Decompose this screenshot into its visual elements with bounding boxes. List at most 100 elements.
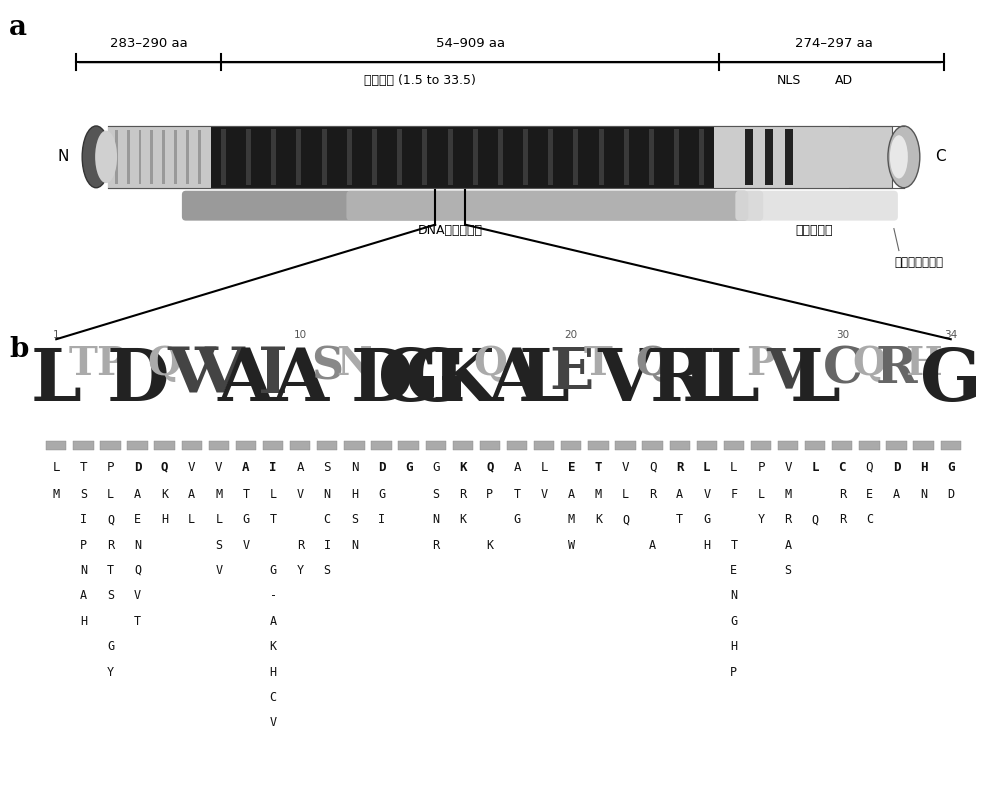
Text: L: L	[31, 345, 82, 416]
Text: I: I	[378, 513, 385, 526]
Text: L: L	[188, 513, 195, 526]
Bar	[211, 126, 714, 188]
Text: T: T	[242, 487, 250, 500]
Text: 283–290 aa: 283–290 aa	[110, 37, 188, 50]
Text: C: C	[324, 513, 331, 526]
Text: T: T	[730, 539, 737, 551]
Text: N: N	[351, 461, 358, 474]
Text: P: P	[486, 487, 493, 500]
Text: E: E	[549, 345, 593, 401]
Bar	[139, 130, 141, 184]
Ellipse shape	[888, 126, 920, 188]
Text: G: G	[378, 345, 439, 416]
Text: P: P	[96, 345, 125, 384]
Text: E: E	[866, 487, 873, 500]
Text: T: T	[513, 487, 521, 500]
Text: H: H	[270, 666, 277, 679]
Text: G: G	[378, 487, 385, 500]
Text: A: A	[242, 461, 250, 474]
Text: a: a	[9, 15, 27, 41]
Text: S: S	[351, 513, 358, 526]
Text: I: I	[80, 513, 87, 526]
Text: G: G	[432, 461, 439, 474]
Bar	[599, 129, 604, 185]
Bar	[127, 130, 130, 184]
Bar	[941, 441, 961, 450]
Bar	[182, 441, 202, 450]
Text: V: V	[194, 345, 244, 406]
Text: L: L	[708, 345, 759, 416]
Bar	[198, 130, 201, 184]
Bar	[751, 441, 771, 450]
Text: S: S	[107, 590, 114, 603]
Bar	[296, 129, 301, 185]
Bar	[372, 129, 377, 185]
Bar	[859, 441, 880, 450]
Text: V: V	[188, 461, 196, 474]
Text: K: K	[161, 487, 168, 500]
Text: Q: Q	[134, 564, 141, 577]
Bar	[317, 441, 337, 450]
Text: DNA结合结构域: DNA结合结构域	[418, 224, 483, 237]
Text: L: L	[519, 345, 570, 416]
Text: H: H	[703, 539, 710, 551]
Bar	[127, 441, 148, 450]
Bar	[100, 441, 121, 450]
Text: G: G	[920, 345, 982, 416]
Text: V: V	[784, 461, 792, 474]
Bar	[371, 441, 392, 450]
Text: C: C	[839, 461, 846, 474]
Text: D: D	[350, 345, 413, 416]
Bar	[785, 129, 793, 185]
Text: 1: 1	[53, 330, 60, 341]
Text: Q: Q	[161, 461, 168, 474]
Text: I: I	[324, 539, 331, 551]
Text: 20: 20	[565, 330, 578, 341]
Text: P: P	[746, 345, 776, 384]
Bar	[448, 129, 453, 185]
Text: AD: AD	[835, 74, 853, 87]
Text: R: R	[785, 513, 792, 526]
Text: M: M	[53, 487, 60, 500]
Text: b: b	[9, 337, 29, 363]
Text: M: M	[785, 487, 792, 500]
Text: C: C	[270, 691, 277, 704]
Bar	[913, 441, 934, 450]
Text: G: G	[405, 461, 412, 474]
Text: V: V	[297, 487, 304, 500]
Text: G: G	[405, 345, 467, 416]
Bar	[642, 441, 663, 450]
Text: D: D	[378, 461, 385, 474]
Text: H: H	[920, 461, 927, 474]
Text: A: A	[489, 345, 545, 416]
Bar	[426, 441, 446, 450]
FancyBboxPatch shape	[735, 191, 898, 221]
Bar	[534, 441, 554, 450]
Text: F: F	[730, 487, 737, 500]
Bar	[573, 129, 578, 185]
Text: Q: Q	[636, 345, 669, 384]
Text: L: L	[270, 487, 277, 500]
Text: S: S	[432, 487, 439, 500]
Bar	[523, 129, 528, 185]
Text: 34: 34	[944, 330, 957, 341]
Text: G: G	[730, 615, 737, 628]
Bar	[805, 441, 825, 450]
Text: G: G	[513, 513, 521, 526]
Bar	[398, 441, 419, 450]
Bar	[397, 129, 402, 185]
Text: L: L	[107, 487, 114, 500]
Text: N: N	[351, 539, 358, 551]
Bar	[615, 441, 636, 450]
Text: E: E	[730, 564, 737, 577]
Bar	[674, 129, 679, 185]
Bar	[271, 129, 276, 185]
Text: A: A	[893, 487, 900, 500]
Text: D: D	[893, 461, 900, 474]
Bar	[263, 441, 283, 450]
Text: A: A	[785, 539, 792, 551]
Text: T: T	[107, 564, 114, 577]
Text: A: A	[270, 615, 277, 628]
Text: Y: Y	[297, 564, 304, 577]
Bar	[670, 441, 690, 450]
